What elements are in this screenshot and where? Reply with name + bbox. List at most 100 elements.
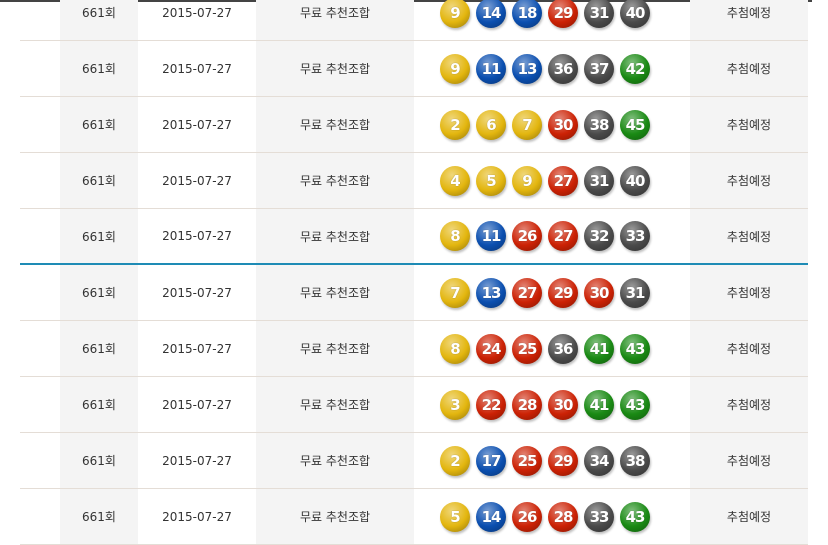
date-cell: 2015-07-27	[162, 341, 232, 356]
lotto-ball: 22	[476, 389, 506, 420]
round-cell: 661회	[60, 377, 138, 432]
date-cell: 2015-07-27	[162, 453, 232, 468]
lotto-ball: 30	[548, 389, 578, 420]
lotto-ball: 36	[548, 53, 578, 84]
date-cell: 2015-07-27	[162, 173, 232, 188]
date-cell: 2015-07-27	[162, 5, 232, 20]
table-row: 661회 2015-07-27 무료 추천조합 9 11 13 36 37 42 추첨예정	[20, 41, 808, 97]
lotto-ball: 8	[440, 221, 470, 251]
table-row: 661회 2015-07-27 무료 추천조합 7 13 27 29 30 31 추첨예정	[20, 265, 808, 321]
lotto-ball: 11	[476, 53, 506, 84]
spacer-cell	[20, 377, 60, 432]
round-cell: 661회	[60, 0, 138, 40]
round-cell: 661회	[60, 41, 138, 96]
lotto-ball: 41	[584, 333, 614, 364]
lotto-ball: 13	[476, 277, 506, 308]
spacer-cell	[20, 97, 60, 152]
numbers-cell: 5 14 26 28 33 43	[414, 489, 690, 544]
spacer-cell	[20, 41, 60, 96]
lotto-ball: 17	[476, 445, 506, 476]
numbers-cell: 9 14 18 29 31 40	[414, 0, 690, 40]
lotto-ball: 31	[584, 165, 614, 196]
table-row: 661회 2015-07-27 무료 추천조합 2 6 7 30 38 45 추첨예정	[20, 97, 808, 153]
lotto-ball: 40	[620, 0, 650, 28]
lotto-ball: 9	[440, 53, 470, 84]
lotto-ball: 28	[548, 501, 578, 532]
lotto-ball: 7	[440, 277, 470, 308]
numbers-cell: 2 17 25 29 34 38	[414, 433, 690, 488]
table-row: 661회 2015-07-27 무료 추천조합 3 22 28 30 41 43 추첨예정	[20, 377, 808, 433]
table-row: 661회 2015-07-27 무료 추천조합 8 11 26 27 32 33 추첨예정	[20, 209, 808, 265]
table-row: 661회 2015-07-27 무료 추천조합 5 14 26 28 33 43 추첨예정	[20, 489, 808, 545]
lotto-ball: 33	[584, 501, 614, 532]
round-cell: 661회	[60, 97, 138, 152]
lotto-ball: 36	[548, 333, 578, 364]
date-cell: 2015-07-27	[162, 117, 232, 132]
lotto-ball: 29	[548, 277, 578, 308]
lotto-ball: 37	[584, 53, 614, 84]
numbers-cell: 4 5 9 27 31 40	[414, 153, 690, 208]
round-cell: 661회	[60, 489, 138, 544]
lotto-ball: 45	[620, 109, 650, 140]
lotto-ball: 27	[548, 165, 578, 196]
spacer-cell	[20, 209, 60, 263]
round-cell: 661회	[60, 321, 138, 376]
type-cell: 무료 추천조합	[256, 0, 414, 40]
lotto-ball: 32	[584, 221, 614, 251]
lotto-ball: 6	[476, 109, 506, 140]
status-cell: 추첨예정	[690, 489, 808, 544]
table-row: 661회 2015-07-27 무료 추천조합 2 17 25 29 34 38 추첨예정	[20, 433, 808, 489]
lotto-ball: 25	[512, 333, 542, 364]
lotto-ball: 5	[476, 165, 506, 196]
lotto-ball: 7	[512, 109, 542, 140]
lotto-ball: 18	[512, 0, 542, 28]
status-cell: 추첨예정	[690, 377, 808, 432]
lotto-ball: 28	[512, 389, 542, 420]
lotto-ball: 2	[440, 109, 470, 140]
type-cell: 무료 추천조합	[256, 377, 414, 432]
lotto-ball: 25	[512, 445, 542, 476]
lotto-ball: 11	[476, 221, 506, 251]
lotto-ball: 31	[620, 277, 650, 308]
lotto-ball: 43	[620, 333, 650, 364]
table-row: 661회 2015-07-27 무료 추천조합 9 14 18 29 31 40 추첨예정	[20, 0, 808, 41]
lotto-ball: 30	[584, 277, 614, 308]
lotto-ball: 8	[440, 333, 470, 364]
lotto-ball: 26	[512, 501, 542, 532]
numbers-cell: 2 6 7 30 38 45	[414, 97, 690, 152]
date-cell: 2015-07-27	[162, 509, 232, 524]
spacer-cell	[20, 265, 60, 320]
spacer-cell	[20, 321, 60, 376]
lotto-ball: 9	[512, 165, 542, 196]
lotto-ball: 31	[584, 0, 614, 28]
date-cell: 2015-07-27	[162, 285, 232, 300]
lotto-ball: 38	[584, 109, 614, 140]
round-cell: 661회	[60, 265, 138, 320]
lotto-ball: 24	[476, 333, 506, 364]
lotto-ball: 29	[548, 0, 578, 28]
type-cell: 무료 추천조합	[256, 321, 414, 376]
lotto-ball: 4	[440, 165, 470, 196]
numbers-cell: 8 11 26 27 32 33	[414, 209, 690, 263]
lotto-ball: 38	[620, 445, 650, 476]
spacer-cell	[20, 489, 60, 544]
lotto-ball: 27	[548, 221, 578, 251]
type-cell: 무료 추천조합	[256, 97, 414, 152]
table-row: 661회 2015-07-27 무료 추천조합 4 5 9 27 31 40 추첨예정	[20, 153, 808, 209]
round-cell: 661회	[60, 153, 138, 208]
round-cell: 661회	[60, 209, 138, 263]
numbers-cell: 3 22 28 30 41 43	[414, 377, 690, 432]
status-cell: 추첨예정	[690, 0, 808, 40]
date-cell: 2015-07-27	[162, 397, 232, 412]
status-cell: 추첨예정	[690, 209, 808, 263]
numbers-cell: 7 13 27 29 30 31	[414, 265, 690, 320]
type-cell: 무료 추천조합	[256, 265, 414, 320]
lotto-ball: 5	[440, 501, 470, 532]
status-cell: 추첨예정	[690, 265, 808, 320]
lotto-ball: 9	[440, 0, 470, 28]
type-cell: 무료 추천조합	[256, 209, 414, 263]
status-cell: 추첨예정	[690, 433, 808, 488]
lotto-ball: 33	[620, 221, 650, 251]
lotto-ball: 2	[440, 445, 470, 476]
type-cell: 무료 추천조합	[256, 41, 414, 96]
